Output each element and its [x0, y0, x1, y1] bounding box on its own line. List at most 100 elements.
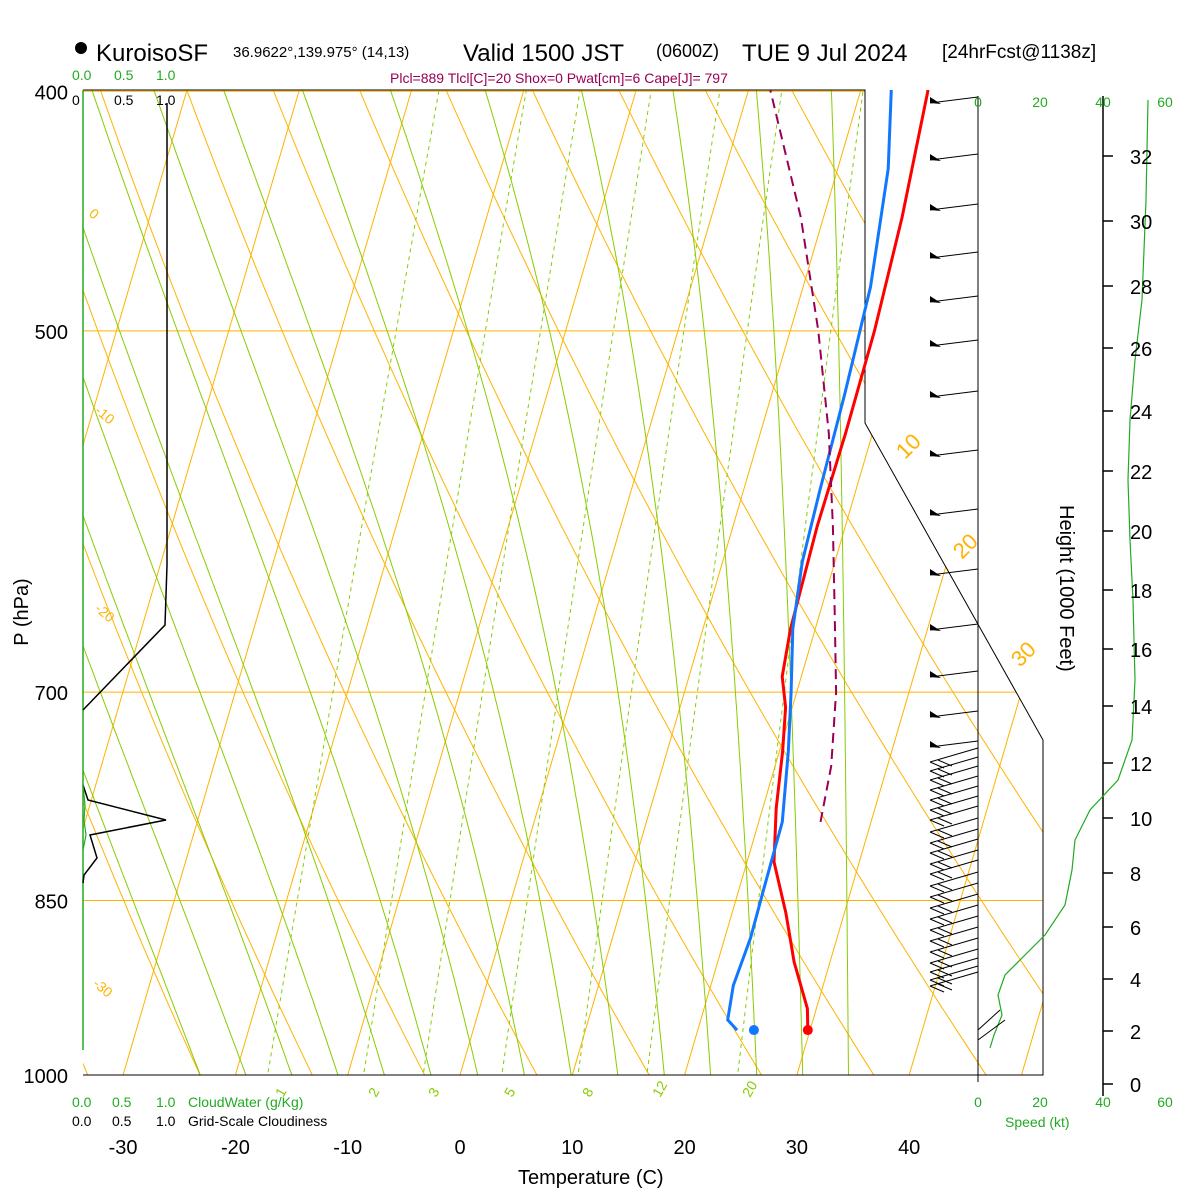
height-tick-label: 4	[1130, 970, 1141, 992]
cloudiness-scale-0: 0.0	[72, 1113, 92, 1129]
wind-barb-tick	[937, 797, 953, 805]
dry-adiabat-line	[83, 90, 339, 1075]
wind-barb-tick	[929, 985, 945, 993]
mixing-ratio-line	[639, 91, 783, 1075]
dry-adiabat-line	[604, 90, 1043, 1075]
height-tick-label: 22	[1130, 462, 1152, 484]
cloudiness-profile	[82, 103, 168, 711]
x-tick-label: 0	[454, 1137, 465, 1159]
dry-adiabat-line	[83, 90, 567, 1075]
station-dot-icon	[75, 42, 87, 54]
dry-adiabat-line	[83, 90, 794, 1075]
moist-adiabat-line	[83, 90, 266, 1075]
wind-barb-tick	[929, 873, 945, 881]
wind-barb	[929, 623, 979, 631]
wind-barb-tick	[937, 949, 953, 957]
x-tick-label: 30	[786, 1137, 808, 1159]
wind-barb-flag	[930, 340, 941, 347]
wind-barb-tick	[929, 979, 945, 987]
wind-barb-tick	[929, 831, 945, 839]
height-tick-label: 12	[1130, 754, 1152, 776]
wind-barb-tick	[929, 819, 945, 827]
isotherm-line	[107, 90, 573, 1075]
wind-barb	[929, 805, 979, 821]
height-tick-label: 30	[1130, 212, 1152, 234]
wind-barb	[929, 904, 979, 920]
wind-barb	[929, 765, 979, 781]
wind-barb-flag	[930, 711, 941, 718]
cloud-scale-0: 0.0	[72, 1094, 92, 1110]
wind-barb	[929, 828, 979, 844]
wind-barb-tick	[929, 940, 945, 948]
wind-barb	[929, 882, 979, 898]
wind-barb	[929, 795, 979, 811]
x-tick-label: 40	[898, 1137, 920, 1159]
speed-label: Speed (kt)	[1005, 1114, 1070, 1130]
wind-barb	[929, 747, 979, 763]
wind-barb-tick	[929, 918, 945, 926]
wind-speed-profile	[989, 99, 1149, 1049]
wind-barb	[929, 971, 979, 987]
isotherm-line	[781, 90, 1043, 1075]
wind-speed-bottom-label: 0	[974, 1094, 982, 1110]
isotherm-line	[444, 90, 910, 1075]
height-axis-ticks: 0246810121416182022242628303200202040406…	[974, 94, 1173, 1110]
wind-speed-top-label: 60	[1157, 94, 1173, 110]
x-tick-label: -30	[109, 1137, 138, 1159]
wind-barb	[929, 96, 979, 104]
wind-barb-tick	[929, 852, 945, 860]
y-tick-label: 700	[35, 683, 68, 705]
wind-barb	[929, 740, 979, 748]
cloudiness-top-scale-05: 0.5	[114, 92, 134, 108]
wind-barb	[929, 838, 979, 854]
cloudwater-label: CloudWater (g/Kg)	[188, 1094, 303, 1110]
dry-adiabat-line	[231, 90, 1022, 1075]
wind-barb-flag	[930, 569, 941, 576]
wind-barb-tick	[937, 829, 953, 837]
mixing-ratio-line	[258, 91, 440, 1075]
moist-adiabat-line	[804, 90, 850, 1075]
wind-barb-tick	[929, 779, 945, 787]
sounding-profiles	[726, 90, 930, 1036]
wind-barb	[929, 948, 979, 964]
wind-barb	[929, 203, 979, 211]
dry-adiabat-line	[156, 90, 908, 1075]
height-tick-label: 28	[1130, 277, 1152, 299]
wind-barb-flag	[930, 671, 941, 678]
wind-barb	[929, 937, 979, 953]
x-tick-label: -20	[221, 1137, 250, 1159]
wind-barb-tick	[929, 971, 945, 979]
wind-barb-tick	[929, 842, 945, 850]
wind-barb-tick	[937, 905, 953, 913]
cloud-scale-05: 0.5	[112, 1094, 132, 1110]
height-tick-label: 16	[1130, 640, 1152, 662]
height-tick-label: 2	[1130, 1022, 1141, 1044]
wind-barb	[929, 926, 979, 942]
dry-adiabat-line	[903, 90, 1043, 1075]
wind-barb	[929, 670, 979, 678]
cloud-top-scale-1: 1.0	[156, 67, 176, 83]
isotherm-label: 30	[1006, 637, 1041, 672]
mixing-ratio-line	[493, 91, 652, 1075]
dry-adiabat-line	[83, 90, 225, 1075]
isotherm-line	[331, 90, 797, 1075]
mixing-ratio-line	[354, 91, 527, 1075]
isotherm-label: 0	[86, 205, 102, 222]
cloudwater-profile	[82, 784, 167, 884]
isotherm-line	[219, 90, 685, 1075]
wind-barb-tick	[929, 789, 945, 797]
wind-barb	[929, 849, 979, 865]
wind-barb-flag	[930, 741, 941, 748]
wind-speed-bottom-label: 20	[1032, 1094, 1048, 1110]
dewpoint-surface-marker	[748, 1025, 759, 1036]
station-name: KuroisoSF	[96, 40, 208, 67]
cloud-scale-1: 1.0	[156, 1094, 176, 1110]
cloud-top-scale-0: 0.0	[72, 67, 92, 83]
height-tick-label: 10	[1130, 809, 1152, 831]
wind-barb-tick	[929, 770, 945, 778]
moist-adiabat-line	[83, 90, 535, 1075]
cloud-top-scale-05: 0.5	[114, 67, 134, 83]
mixing-ratio-label: 8	[579, 1085, 597, 1100]
wind-barbs	[929, 96, 1006, 1041]
isotherm-line	[893, 90, 1043, 1075]
